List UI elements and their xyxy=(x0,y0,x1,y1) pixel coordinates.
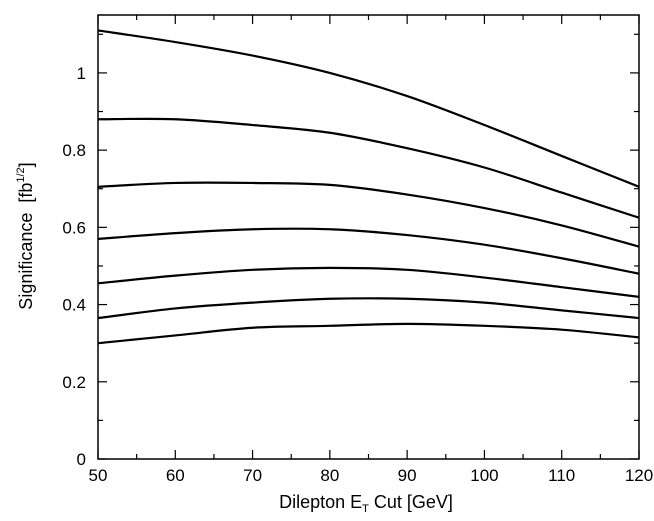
series-line-2 xyxy=(97,117,640,219)
axis-ticks xyxy=(97,15,640,460)
series-line-1 xyxy=(97,29,640,188)
y-tick-label: 0.2 xyxy=(62,373,86,392)
y-axis-title-superscript: 1/2 xyxy=(15,167,27,182)
y-tick-label: 1 xyxy=(77,64,86,83)
series-line-4 xyxy=(97,227,640,275)
x-axis-title-subscript: T xyxy=(362,503,369,515)
x-tick-label: 110 xyxy=(548,466,575,485)
series-line-7 xyxy=(97,322,640,345)
x-tick-label: 50 xyxy=(89,466,108,485)
series-lines xyxy=(97,29,640,345)
x-tick-label: 80 xyxy=(320,466,339,485)
y-axis-title-rest: ] xyxy=(16,162,36,167)
x-axis-title-rest: Cut [GeV] xyxy=(369,492,453,512)
y-axis-title-main: Significance [fb xyxy=(16,183,36,310)
x-tick-label: 70 xyxy=(243,466,262,485)
x-tick-label: 90 xyxy=(398,466,417,485)
y-tick-label: 0.4 xyxy=(62,296,86,315)
y-tick-label: 0.8 xyxy=(62,141,86,160)
series-line-3 xyxy=(97,181,640,248)
y-axis-title: Significance [fb1/2] xyxy=(15,162,36,309)
series-line-5 xyxy=(97,266,640,298)
axis-tick-labels: 50 60 70 80 90 100 110 120 0 0.2 0.4 0.6 0.8 1 xyxy=(62,64,653,485)
x-axis-title: Dilepton ET Cut [GeV] xyxy=(279,492,453,515)
series-line-6 xyxy=(97,297,640,320)
plot-frame xyxy=(97,14,640,460)
y-tick-label: 0.6 xyxy=(62,218,86,237)
x-tick-label: 120 xyxy=(625,466,653,485)
x-axis-title-main: Dilepton E xyxy=(279,492,362,512)
y-tick-label: 0 xyxy=(77,450,86,469)
x-tick-label: 100 xyxy=(470,466,498,485)
x-tick-label: 60 xyxy=(166,466,185,485)
